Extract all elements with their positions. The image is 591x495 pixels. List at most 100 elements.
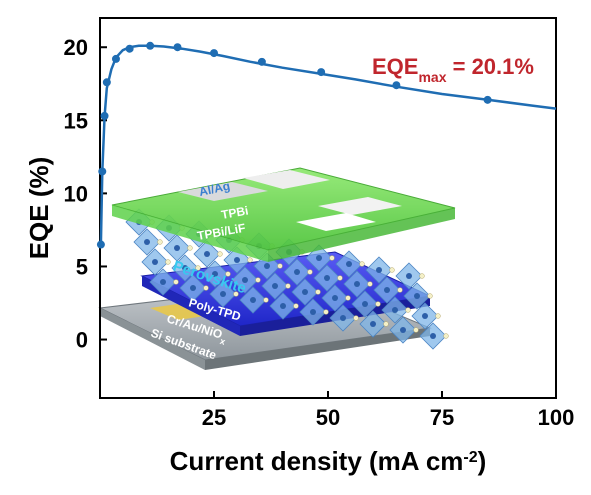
lattice-halide xyxy=(285,283,291,289)
lattice-halide xyxy=(413,327,419,333)
lattice-atom xyxy=(242,277,248,283)
lattice-atom xyxy=(316,255,322,261)
axis-ticks: 0 5 10 15 20 25 50 75 100 xyxy=(64,35,575,430)
lattice-atom xyxy=(220,291,226,297)
lattice-halide xyxy=(173,279,179,285)
lattice-atom xyxy=(324,275,330,281)
perovskite-lattice xyxy=(125,208,449,350)
lattice-halide xyxy=(419,273,425,279)
tpbi-side xyxy=(268,208,455,262)
lattice-halide xyxy=(217,251,223,257)
lattice-halide xyxy=(263,297,269,303)
data-point xyxy=(146,41,155,50)
lattice-atom xyxy=(414,293,420,299)
lattice-halide xyxy=(293,303,299,309)
si-substrate-front xyxy=(100,308,205,370)
lattice-halide xyxy=(187,245,193,251)
layer-label-tpbi: TPBi xyxy=(220,203,249,222)
device-illustration xyxy=(98,167,456,370)
lattice-halide xyxy=(225,271,231,277)
annotation-suffix: = 20.1% xyxy=(447,54,534,79)
lattice-atom xyxy=(332,295,338,301)
lattice-atom xyxy=(310,309,316,315)
lattice-atom xyxy=(362,301,368,307)
lattice-atom xyxy=(204,251,210,257)
x-tick-label: 25 xyxy=(202,405,226,430)
lattice-halide xyxy=(307,269,313,275)
lattice-atom xyxy=(190,285,196,291)
data-point xyxy=(483,95,492,104)
lattice-atom xyxy=(354,281,360,287)
lattice-atom xyxy=(280,303,286,309)
x-tick-label: 50 xyxy=(316,405,340,430)
x-tick-label: 75 xyxy=(430,405,454,430)
lattice-halide xyxy=(329,255,335,261)
data-point xyxy=(111,54,120,63)
data-point xyxy=(392,81,401,90)
data-point xyxy=(173,43,182,52)
lattice-atom xyxy=(406,273,412,279)
tpbi-front xyxy=(112,205,268,262)
data-point xyxy=(210,49,218,58)
data-point xyxy=(96,240,105,249)
lattice-atom xyxy=(400,327,406,333)
lattice-halide xyxy=(157,239,163,245)
y-tick-label: 15 xyxy=(64,108,88,133)
lattice-atom xyxy=(302,289,308,295)
y-axis-label: EQE (%) xyxy=(24,157,54,260)
lattice-atom xyxy=(422,313,428,319)
lattice-atom xyxy=(346,261,352,267)
x-axis-label: Current density (mA cm-2) xyxy=(170,446,487,476)
y-tick-label: 20 xyxy=(64,35,88,60)
data-point xyxy=(102,78,111,87)
lattice-atom xyxy=(376,267,382,273)
lattice-atom xyxy=(272,283,278,289)
lattice-halide xyxy=(233,291,239,297)
si-substrate-side xyxy=(205,328,430,370)
lattice-atom xyxy=(174,245,180,251)
layer-label-al-ag: Al/Ag xyxy=(198,179,232,199)
annotation-prefix: EQE xyxy=(372,54,418,79)
lattice-halide xyxy=(247,257,253,263)
data-point xyxy=(100,111,109,120)
lattice-halide xyxy=(383,321,389,327)
lattice-atom xyxy=(370,321,376,327)
y-tick-label: 0 xyxy=(76,328,88,353)
lattice-halide xyxy=(337,275,343,281)
electrode-bar-4 xyxy=(296,213,376,231)
lattice-atom xyxy=(152,259,158,265)
lattice-atom xyxy=(392,307,398,313)
lattice-atom xyxy=(340,315,346,321)
lattice-atom xyxy=(264,263,270,269)
lattice-halide xyxy=(375,301,381,307)
lattice-halide xyxy=(389,267,395,273)
lattice-atom xyxy=(182,265,188,271)
x-tick-label: 100 xyxy=(538,405,575,430)
lattice-halide xyxy=(427,293,433,299)
lattice-atom xyxy=(430,333,436,339)
electrode-bar-2 xyxy=(243,170,330,189)
lattice-halide xyxy=(443,333,449,339)
lattice-halide xyxy=(367,281,373,287)
lattice-atom xyxy=(250,297,256,303)
lattice-halide xyxy=(397,287,403,293)
lattice-halide xyxy=(203,285,209,291)
lattice-halide xyxy=(353,315,359,321)
electrode-bar-3 xyxy=(318,197,402,215)
lattice-halide xyxy=(435,313,441,319)
electrode-bar-1 xyxy=(178,182,268,201)
y-tick-label: 5 xyxy=(76,254,88,279)
lattice-halide xyxy=(323,309,329,315)
lattice-halide xyxy=(165,259,171,265)
lattice-atom xyxy=(384,287,390,293)
lattice-halide xyxy=(255,277,261,283)
eqe-line xyxy=(99,44,557,245)
lattice-atom xyxy=(144,239,150,245)
lattice-halide xyxy=(345,295,351,301)
annotation-subscript: max xyxy=(418,69,446,85)
lattice-halide xyxy=(359,261,365,267)
lattice-atom xyxy=(160,279,166,285)
eqe-series xyxy=(96,41,557,249)
data-point xyxy=(317,68,326,77)
eqe-max-annotation: EQEmax = 20.1% xyxy=(372,54,534,85)
